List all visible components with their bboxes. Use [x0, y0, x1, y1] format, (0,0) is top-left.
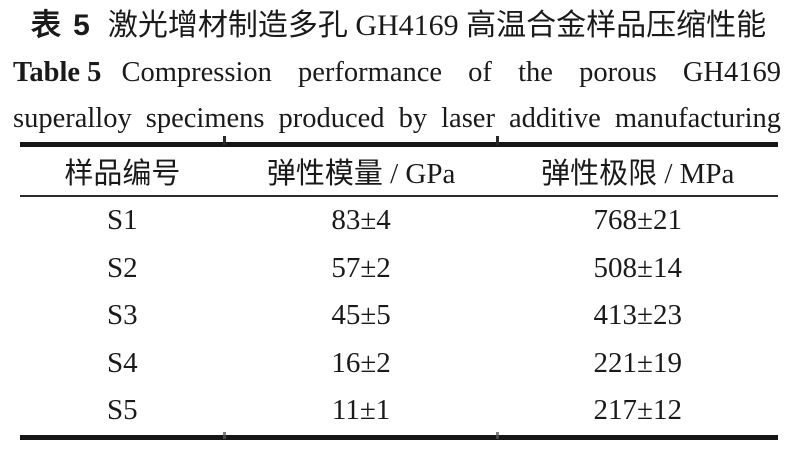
cell-elastic-modulus: 57±2	[331, 251, 391, 284]
cell-elastic-modulus: 16±2	[331, 346, 391, 379]
caption-en-label: Table 5	[13, 57, 102, 88]
table-row: S4 16±2 221±19	[20, 340, 778, 388]
column-tick-mark	[495, 431, 499, 439]
column-tick-mark	[222, 136, 226, 145]
column-tick-mark	[495, 136, 499, 145]
cell-elastic-modulus: 45±5	[331, 299, 391, 332]
cell-sample-id: S2	[107, 251, 138, 284]
cell-sample-id: S3	[107, 299, 138, 332]
cell-elastic-modulus: 83±4	[331, 204, 391, 237]
cell-elastic-limit: 508±14	[593, 251, 682, 284]
column-header-elastic-limit: 弹性极限 / MPa	[541, 158, 735, 190]
cell-elastic-limit: 768±21	[593, 204, 682, 237]
table-caption-en-line2: superalloy specimens produced by laser a…	[13, 103, 781, 134]
cell-elastic-limit: 413±23	[593, 299, 682, 332]
column-header-sample-id: 样品编号	[64, 158, 181, 190]
column-tick-mark	[222, 431, 226, 439]
cell-elastic-modulus: 11±1	[331, 394, 391, 427]
table-row: S5 11±1 217±12	[20, 387, 778, 435]
cell-sample-id: S4	[107, 346, 138, 379]
cell-sample-id: S1	[107, 204, 138, 237]
header-row: 样品编号 弹性模量 / GPa 弹性极限 / MPa	[20, 147, 778, 197]
cell-elastic-limit: 217±12	[593, 394, 682, 427]
caption-zh-text: 激光增材制造多孔 GH4169 高温合金样品压缩性能	[107, 9, 767, 42]
caption-en-text: Compression performance of the porous GH…	[121, 57, 781, 88]
table-row: S3 45±5 413±23	[20, 292, 778, 340]
table-row: S1 83±4 768±21	[20, 197, 778, 245]
table-caption-en-line1: Table 5 Compression performance of the po…	[13, 53, 781, 93]
cell-elastic-limit: 221±19	[593, 346, 682, 379]
cell-sample-id: S5	[107, 394, 138, 427]
table-caption-zh: 表 5 激光增材制造多孔 GH4169 高温合金样品压缩性能	[0, 5, 797, 47]
column-header-elastic-modulus: 弹性模量 / GPa	[266, 158, 456, 190]
data-table: 样品编号 弹性模量 / GPa 弹性极限 / MPa S1 83±4 768±2…	[20, 136, 778, 440]
table-row: S2 57±2 508±14	[20, 245, 778, 293]
caption-zh-label: 表 5	[30, 9, 92, 42]
